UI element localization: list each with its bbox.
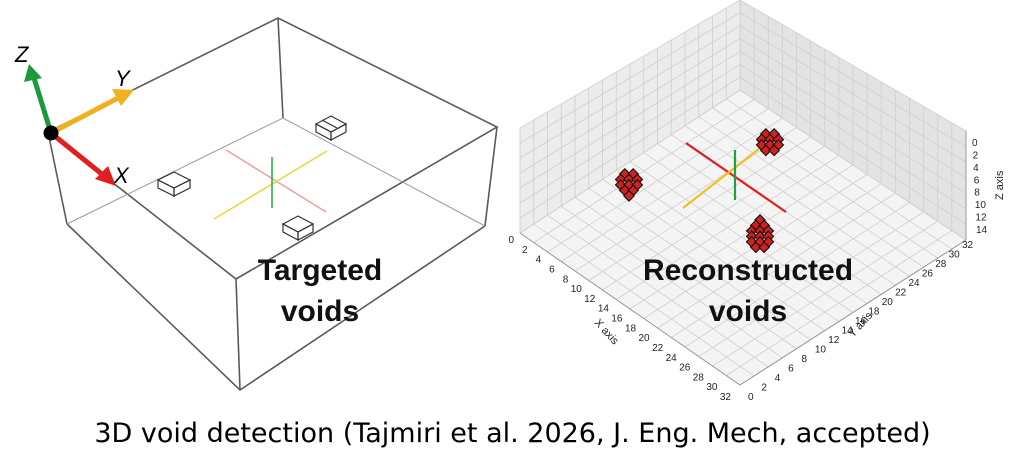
y-tick-label: 8	[802, 354, 808, 365]
y-tick-label: 0	[748, 392, 754, 403]
figure-caption: 3D void detection (Tajmiri et al. 2026, …	[94, 418, 931, 449]
x-tick-label: 30	[706, 382, 718, 393]
figure: Z Y X Targeted voids 0246810121416182022…	[14, 0, 1006, 403]
y-tick-label: 20	[882, 297, 894, 308]
y-tick-label: 18	[868, 307, 880, 318]
y-tick-label: 12	[828, 335, 840, 346]
targeted-label-line1: Targeted	[258, 254, 382, 287]
x-tick-label: 2	[522, 245, 528, 256]
y-tick-label: 16	[855, 316, 867, 327]
y-tick-label: 26	[922, 269, 934, 280]
y-tick-label: 24	[909, 278, 921, 289]
x-tick-label: 0	[508, 235, 514, 246]
z-tick-label: 10	[975, 200, 987, 211]
y-tick-label: 2	[761, 383, 767, 394]
axes-triad	[24, 64, 134, 186]
void-voxel	[623, 189, 635, 202]
x-tick-label: 16	[611, 314, 623, 325]
z-axis-title: Z axis	[994, 170, 1006, 200]
axis-label-z: Z	[14, 42, 30, 67]
x-tick-label: 24	[666, 353, 678, 364]
x-tick-label: 4	[536, 255, 542, 266]
x-tick-label: 18	[625, 323, 637, 334]
x-tick-label: 32	[720, 392, 732, 403]
z-tick-label: 4	[973, 163, 979, 174]
z-tick-label: 8	[974, 188, 980, 199]
y-tick-label: 10	[815, 345, 827, 356]
center-cross	[213, 149, 328, 220]
target-void-3	[314, 115, 348, 141]
reconstructed-label-line2: voids	[709, 295, 787, 328]
x-tick-label: 26	[679, 363, 691, 374]
target-void-2	[281, 215, 315, 241]
y-tick-label: 30	[949, 250, 961, 261]
z-tick-label: 2	[973, 150, 979, 161]
axis-label-x: X	[113, 163, 130, 188]
x-tick-label: 10	[571, 284, 583, 295]
targeted-label-line2: voids	[281, 295, 359, 328]
targeted-voids-panel: Z Y X Targeted voids	[14, 17, 499, 392]
axis-label-y: Y	[115, 66, 131, 91]
x-tick-label: 8	[563, 274, 569, 285]
y-tick-label: 6	[788, 364, 794, 375]
y-tick-label: 32	[962, 240, 974, 251]
y-tick-label: 4	[775, 373, 781, 384]
void-voxel	[768, 144, 781, 157]
x-tick-label: 22	[652, 343, 664, 354]
reconstructed-void-clusters	[614, 128, 785, 254]
reconstructed-label-line1: Reconstructed	[643, 254, 853, 287]
z-tick-label: 6	[974, 175, 980, 186]
void-voxel	[758, 241, 771, 254]
reconstructed-center-cross	[682, 142, 787, 213]
y-tick-label: 14	[842, 326, 854, 337]
y-tick-label: 28	[935, 259, 947, 270]
z-tick-label: 0	[972, 138, 978, 149]
specimen-box	[46, 17, 499, 392]
x-tick-label: 12	[584, 294, 596, 305]
void-voxel	[749, 241, 762, 254]
x-tick-label: 20	[639, 333, 651, 344]
x-tick-label: 6	[549, 264, 555, 275]
plot-3d	[519, 0, 967, 386]
z-tick-label: 14	[976, 225, 988, 236]
void-voxel	[759, 144, 772, 157]
z-tick-label: 12	[975, 213, 987, 224]
y-tick-label: 22	[895, 288, 907, 299]
target-void-1	[156, 171, 192, 197]
x-tick-label: 14	[598, 304, 610, 315]
x-tick-label: 28	[693, 372, 705, 383]
